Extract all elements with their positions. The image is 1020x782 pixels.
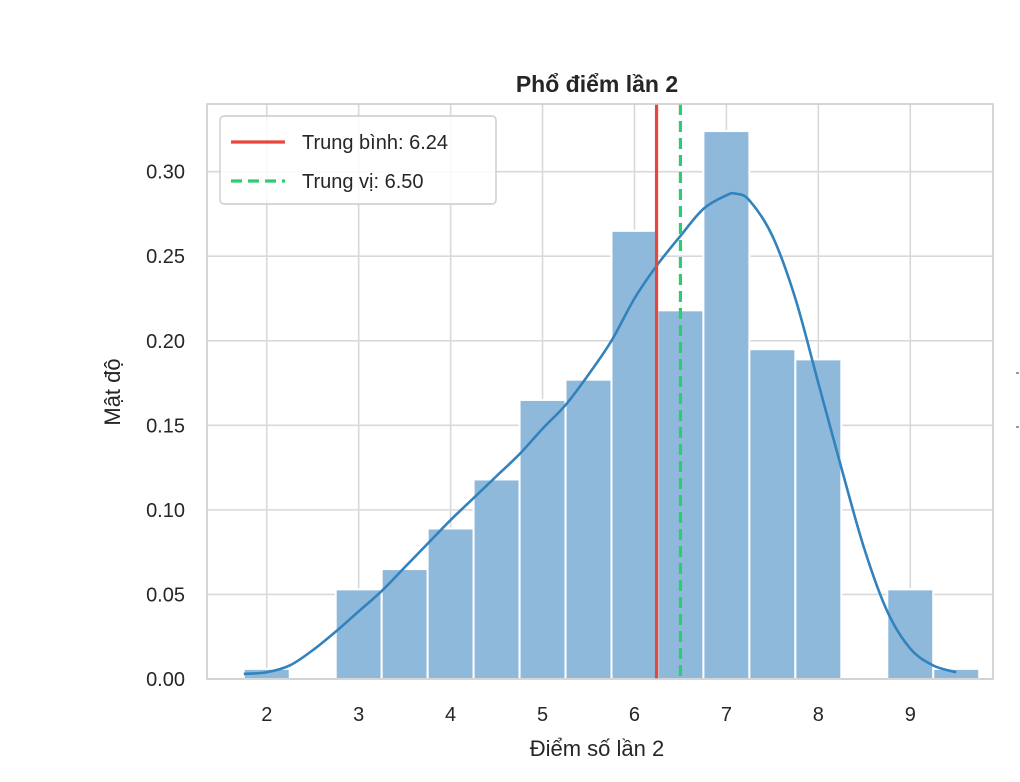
histogram-bar [886, 588, 935, 681]
y-tick-label: 0.10 [146, 500, 185, 522]
x-tick-label: 2 [261, 704, 272, 726]
y-tick-label: 0.20 [146, 331, 185, 353]
x-tick-label: 7 [721, 704, 732, 726]
kde-curve [243, 191, 957, 676]
histogram-bar [334, 588, 383, 681]
y-tick-label: 0.30 [146, 162, 185, 184]
x-tick-label: 8 [813, 704, 824, 726]
x-tick-label: 9 [905, 704, 916, 726]
legend-label: Trung bình: 6.24 [302, 132, 448, 154]
x-tick-label: 6 [629, 704, 640, 726]
x-axis-label: Điểm số lần 2 [530, 736, 665, 761]
y-tick-label: 0.15 [146, 415, 185, 437]
plot-border [206, 103, 994, 680]
histogram-bar [702, 130, 751, 680]
histogram-bar [748, 348, 797, 680]
histogram-bar [426, 527, 475, 680]
legend-label: Trung vị: 6.50 [302, 171, 424, 193]
y-tick-label: 0.05 [146, 584, 185, 606]
histogram-bar [472, 478, 521, 680]
chart-title: Phổ điểm lần 2 [516, 71, 678, 97]
histogram-bar [564, 378, 613, 680]
clipped-edge-mark [1016, 372, 1019, 374]
y-axis-label: Mật độ [100, 358, 125, 425]
histogram-bar [794, 358, 843, 680]
y-tick-label: 0.00 [146, 669, 185, 691]
histogram-bar [932, 667, 981, 681]
histogram-bar [610, 229, 659, 681]
histogram-bar [518, 398, 567, 680]
x-tick-label: 5 [537, 704, 548, 726]
x-tick-label: 3 [353, 704, 364, 726]
clipped-edge-mark [1016, 426, 1019, 428]
legend-box [219, 115, 497, 205]
y-tick-label: 0.25 [146, 246, 185, 268]
x-tick-label: 4 [445, 704, 456, 726]
